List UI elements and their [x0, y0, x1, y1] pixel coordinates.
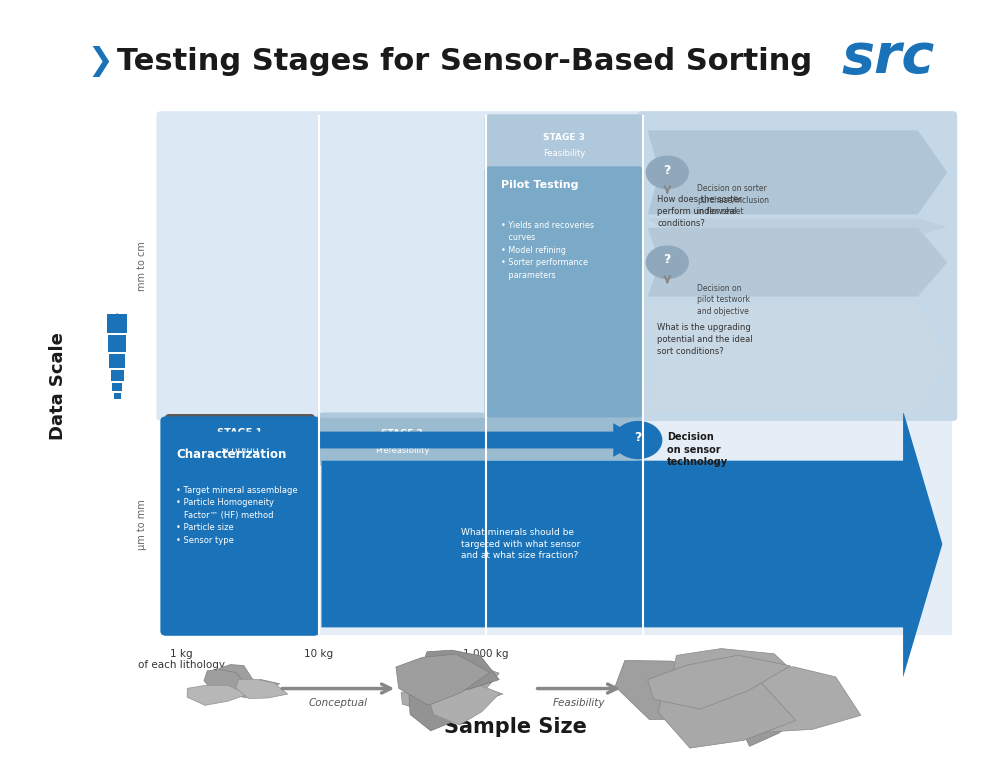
Text: Decision
on sensor
technology: Decision on sensor technology [667, 432, 728, 467]
FancyBboxPatch shape [318, 413, 487, 466]
Polygon shape [204, 669, 247, 692]
FancyBboxPatch shape [318, 414, 644, 465]
Polygon shape [648, 131, 947, 214]
Bar [114, 393, 121, 399]
Text: What is the upgrading
potential and the ideal
sort conditions?: What is the upgrading potential and the … [657, 323, 753, 356]
Text: • Sorter image analysis
• Semi-empirical model
   (theoretical sort)
• Algorithm: • Sorter image analysis • Semi-empirical… [333, 523, 430, 569]
Polygon shape [401, 684, 503, 713]
Text: STAGE 1: STAGE 1 [217, 427, 263, 438]
Text: • Target mineral assemblage
• Particle Homogeneity
   Factor™ (HF) method
• Part: • Target mineral assemblage • Particle H… [176, 486, 298, 545]
Polygon shape [743, 667, 861, 732]
Polygon shape [648, 305, 947, 414]
Text: Decision on
pilot testwork
and objective: Decision on pilot testwork and objective [697, 284, 750, 316]
Polygon shape [321, 410, 942, 677]
Text: Testing Stages for Sensor-Based Sorting: Testing Stages for Sensor-Based Sorting [117, 47, 812, 76]
Text: μm to mm: μm to mm [137, 499, 147, 550]
FancyBboxPatch shape [161, 417, 952, 635]
Circle shape [646, 155, 689, 189]
Polygon shape [658, 674, 796, 748]
Polygon shape [187, 686, 248, 705]
Text: 1,000 kg: 1,000 kg [463, 649, 508, 659]
Text: 10 kg: 10 kg [304, 649, 333, 659]
Polygon shape [428, 682, 500, 725]
Polygon shape [615, 660, 764, 720]
Text: Feasibility: Feasibility [553, 699, 605, 709]
Text: 1 kg
of each lithology: 1 kg of each lithology [138, 649, 225, 670]
Circle shape [613, 421, 662, 459]
Text: Data Scale: Data Scale [49, 332, 67, 441]
Polygon shape [409, 686, 476, 730]
Text: Scoping: Scoping [221, 445, 259, 455]
FancyBboxPatch shape [165, 414, 315, 465]
Text: Decision on sorter
purchase/inclusion
in flowsheet: Decision on sorter purchase/inclusion in… [697, 184, 769, 216]
Polygon shape [670, 649, 815, 724]
Polygon shape [236, 679, 288, 699]
Text: Mineral
Characterization: Mineral Characterization [176, 432, 286, 461]
Polygon shape [217, 665, 253, 696]
Polygon shape [423, 662, 499, 710]
Text: Targeting and
Modelling: Targeting and Modelling [333, 475, 420, 497]
FancyBboxPatch shape [160, 417, 320, 635]
Bar [109, 354, 125, 368]
Text: ?: ? [664, 164, 671, 176]
Text: Feasibility: Feasibility [543, 149, 585, 158]
Polygon shape [648, 218, 947, 236]
Polygon shape [166, 423, 643, 457]
Text: STAGE 3: STAGE 3 [543, 133, 585, 141]
Text: What minerals should be
targeted with what sensor
and at what size fraction?: What minerals should be targeted with wh… [461, 528, 580, 560]
Text: mm to cm: mm to cm [137, 241, 147, 291]
Polygon shape [648, 228, 947, 297]
Text: • Yields and recoveries
   curves
• Model refining
• Sorter performance
   param: • Yields and recoveries curves • Model r… [501, 220, 594, 280]
Text: src: src [842, 31, 935, 85]
Polygon shape [396, 654, 490, 705]
Bar [111, 370, 124, 381]
Polygon shape [420, 650, 499, 693]
FancyBboxPatch shape [156, 111, 957, 421]
Text: Prefeasibility: Prefeasibility [375, 446, 429, 455]
Text: ❯: ❯ [88, 46, 113, 77]
Bar [112, 383, 122, 391]
Bar [107, 314, 127, 333]
Text: Conceptual: Conceptual [309, 699, 368, 709]
Text: How does the sorter
perform under real
conditions?: How does the sorter perform under real c… [657, 196, 743, 228]
FancyBboxPatch shape [485, 166, 644, 418]
Text: ?: ? [664, 254, 671, 267]
Polygon shape [648, 656, 790, 709]
Text: ?: ? [634, 431, 642, 444]
Text: Pilot Testing: Pilot Testing [501, 180, 579, 190]
Bar [108, 335, 126, 352]
Polygon shape [675, 689, 820, 730]
Polygon shape [227, 679, 280, 697]
Text: STAGE 2: STAGE 2 [381, 430, 423, 438]
FancyBboxPatch shape [638, 111, 957, 421]
Polygon shape [734, 669, 809, 746]
FancyBboxPatch shape [485, 114, 644, 172]
Circle shape [646, 245, 689, 279]
Text: Sample Size: Sample Size [444, 717, 586, 737]
